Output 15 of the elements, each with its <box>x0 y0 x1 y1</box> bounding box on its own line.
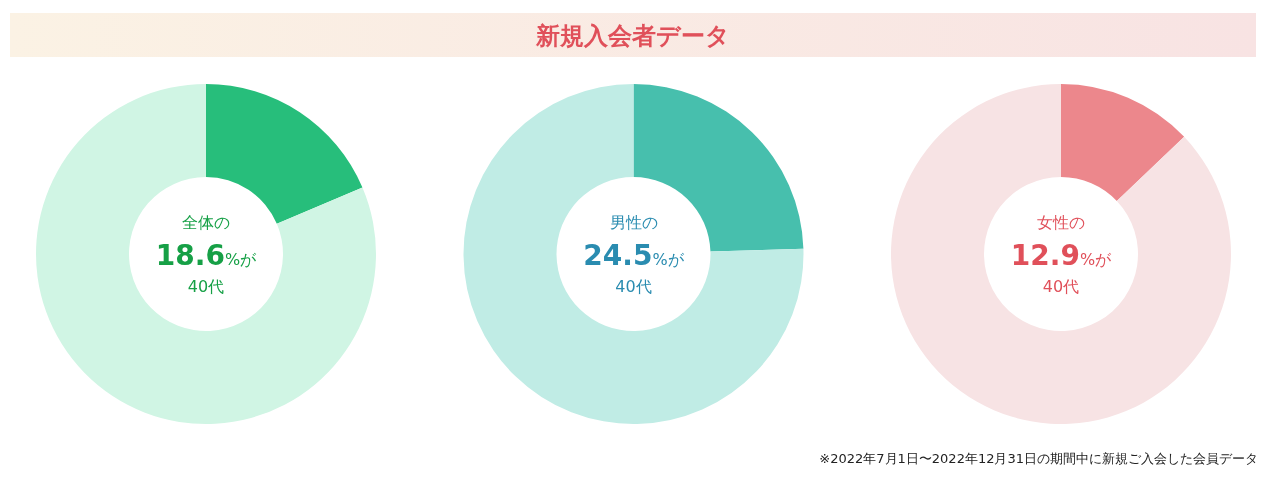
text: 24.5%が <box>583 239 685 272</box>
text: 女性の <box>1037 213 1085 232</box>
donut-slice <box>463 84 804 424</box>
text: 18.6%が <box>155 239 258 272</box>
text: 男性の <box>609 213 658 232</box>
donut-slice <box>891 84 1231 424</box>
text: 40代 <box>187 277 225 296</box>
donut-slice <box>36 84 376 424</box>
text: 全体の <box>182 213 230 232</box>
text: 新規入会者データ <box>535 22 730 50</box>
text: 40代 <box>1042 277 1080 296</box>
donut-slice <box>1061 84 1185 201</box>
text: 12.9%が <box>1010 239 1113 272</box>
text: ※2022年7月1日〜2022年12月31日の期間中に新規ご入会した会員データ <box>819 451 1258 466</box>
text: 40代 <box>615 277 652 296</box>
